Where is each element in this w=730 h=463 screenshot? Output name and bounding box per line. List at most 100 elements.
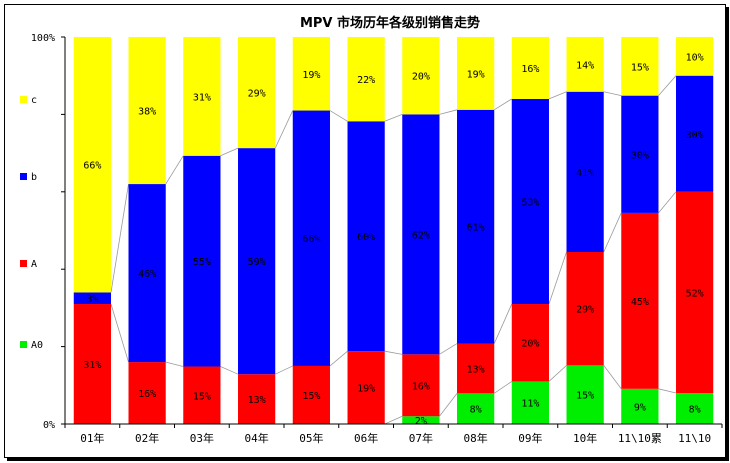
series-line-segment [329, 350, 348, 367]
bar-segment [457, 37, 495, 110]
data-label: 31% [83, 360, 101, 371]
data-label: 11% [521, 399, 539, 410]
bar-segment [347, 351, 385, 424]
series-line-segment [439, 343, 458, 355]
data-label: 41% [576, 168, 594, 179]
data-label: 2% [415, 416, 427, 427]
bar-segment [128, 184, 166, 363]
data-label: 16% [138, 389, 156, 400]
y-tick-label: 0% [43, 420, 55, 431]
data-label: 10% [686, 52, 704, 63]
series-line-segment [274, 110, 294, 149]
bar-segment [183, 366, 221, 424]
bar-segment [457, 393, 495, 424]
bar-segment [183, 155, 221, 367]
bar-segment [566, 91, 604, 253]
bar-segment [676, 37, 714, 76]
legend: c b A A0 [20, 95, 43, 351]
data-label: 60% [357, 232, 375, 243]
data-label: 29% [248, 89, 266, 100]
bar-segment [676, 393, 714, 424]
x-tick-label: 04年 [245, 431, 269, 445]
data-label: 15% [631, 62, 649, 73]
data-label: 59% [248, 257, 266, 268]
series-line-segment [110, 183, 129, 293]
bar-segment [73, 292, 111, 305]
bar-segment [511, 37, 549, 99]
bar-segment [73, 37, 111, 293]
data-label: 15% [302, 391, 320, 402]
bar-segment [621, 95, 659, 213]
series-line-segment [658, 388, 677, 394]
data-label: 19% [357, 384, 375, 395]
data-label: 66% [83, 161, 101, 172]
bar-segment [621, 37, 659, 96]
x-tick-label: 09年 [518, 431, 542, 445]
data-label: 16% [521, 64, 539, 75]
bar-segment [128, 37, 166, 185]
data-label: 29% [576, 305, 594, 316]
series-line-segment [220, 366, 239, 375]
series-connector-lines [110, 75, 677, 425]
data-label: 46% [138, 269, 156, 280]
series-line-segment [548, 91, 567, 100]
series-line-segment [275, 365, 293, 375]
bar-segment [457, 343, 495, 394]
chart-frame: MPV 市场历年各级别销售走势 31% 3% 66% 16% 46% 38% 15% 55% 3… [4, 4, 726, 458]
bar-segment [347, 121, 385, 352]
x-tick-label: 07年 [409, 431, 433, 445]
series-line-segment [110, 303, 129, 363]
series-line-segment [165, 155, 184, 185]
x-tick-label: 08年 [464, 431, 488, 445]
bar-segment [457, 109, 495, 344]
data-label: 13% [467, 364, 485, 375]
x-tick-label: 03年 [190, 431, 214, 445]
x-tick-label: 01年 [80, 431, 104, 445]
series-line-segment [658, 191, 677, 214]
data-label: 3% [86, 294, 98, 305]
x-tick-label: 02年 [135, 431, 159, 445]
bar-segment [566, 365, 604, 424]
series-line-segment [384, 350, 403, 355]
bar-segment [73, 304, 111, 424]
legend-label: A [31, 259, 37, 270]
bar-segment [511, 98, 549, 305]
data-label: 15% [576, 391, 594, 402]
legend-label: A0 [31, 340, 43, 351]
bar-segment [511, 304, 549, 382]
bar-segment [402, 37, 440, 115]
data-label: 22% [357, 75, 375, 86]
bar-segment [292, 110, 330, 366]
bar-segment [676, 191, 714, 394]
y-tick-label: 100% [31, 33, 55, 44]
series-line-segment [493, 303, 513, 344]
bar-segment [511, 381, 549, 424]
data-label: 20% [412, 72, 430, 83]
bar-segment [347, 37, 385, 122]
bar-segment [238, 374, 276, 424]
bars [73, 37, 714, 424]
bar-segment [238, 148, 276, 375]
bar-segment [238, 37, 276, 149]
data-label: 61% [467, 223, 485, 234]
legend-swatch [20, 96, 27, 103]
data-label: 15% [193, 391, 211, 402]
series-line-segment [548, 365, 567, 382]
data-label: 19% [467, 69, 485, 80]
data-label: 20% [521, 339, 539, 350]
bar-segment [621, 212, 659, 389]
x-tick-label: 11\10累 [618, 432, 662, 445]
chart-title: MPV 市场历年各级别销售走势 [300, 15, 480, 31]
data-label: 8% [689, 405, 701, 416]
data-label: 16% [412, 381, 430, 392]
series-line-segment [603, 365, 622, 390]
data-label: 30% [631, 150, 649, 161]
legend-swatch [20, 260, 27, 267]
bar-segment [566, 252, 604, 366]
series-line-segment [439, 109, 458, 115]
data-label: 31% [193, 92, 211, 103]
series-line-segment [384, 114, 403, 122]
data-label: 52% [686, 288, 704, 299]
series-line-segment [494, 98, 512, 111]
data-label: 55% [193, 257, 211, 268]
